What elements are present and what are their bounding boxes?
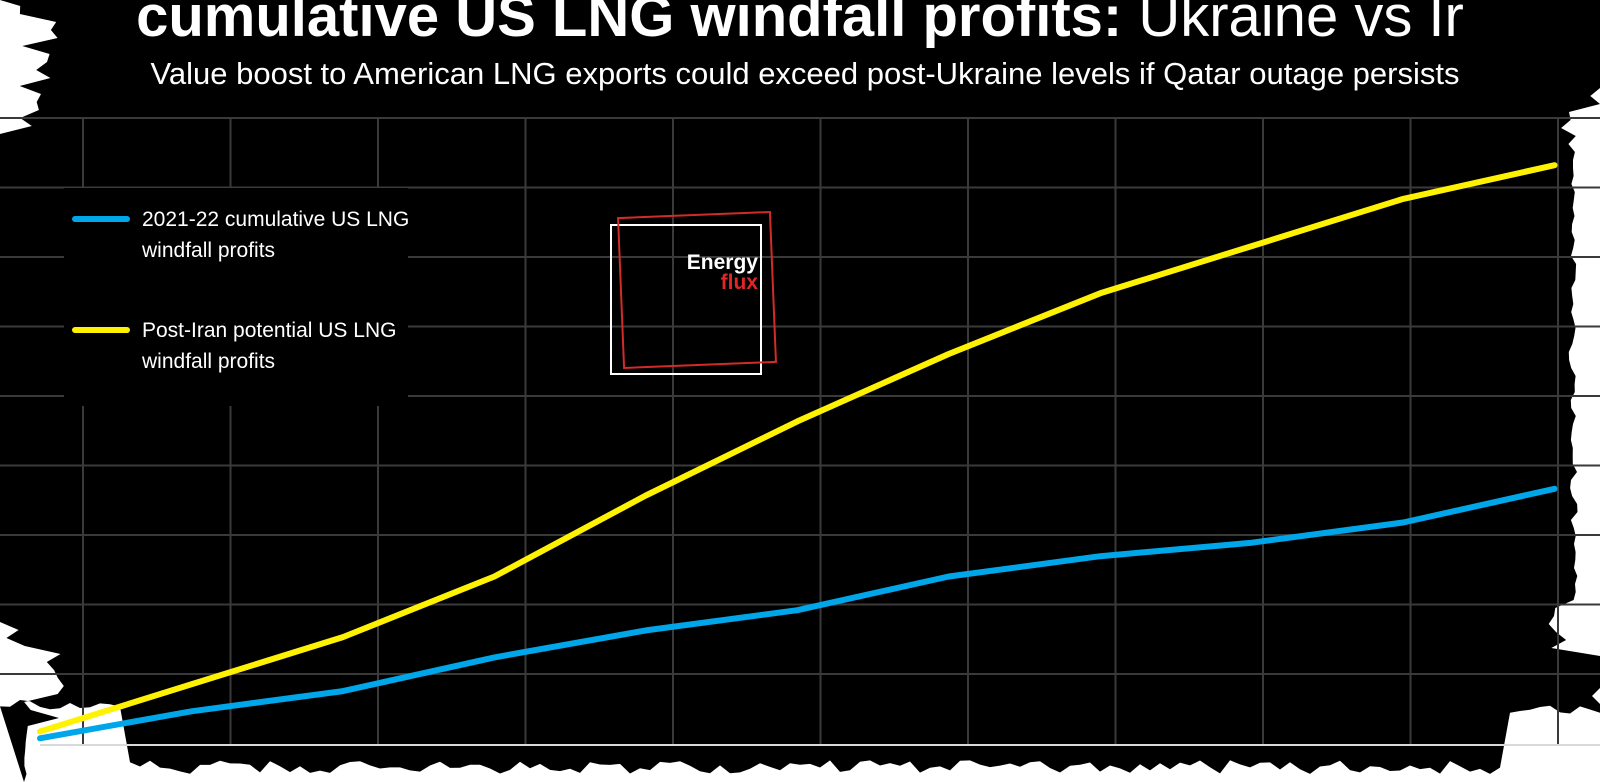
energy-flux-logo: Energy flux — [608, 210, 784, 380]
logo-frame-white — [610, 224, 762, 375]
legend-swatch-iran — [72, 327, 130, 333]
legend-label-iran: Post-Iran potential US LNG windfall prof… — [142, 319, 397, 373]
gridlines — [0, 117, 1600, 745]
legend-label-ukraine: 2021-22 cumulative US LNG windfall profi… — [142, 208, 410, 262]
chart-title-light: Ukraine vs Ir — [1138, 0, 1464, 49]
series-line-iran — [37, 162, 1558, 735]
legend: 2021-22 cumulative US LNG windfall profi… — [64, 188, 409, 406]
chart-subtitle: Value boost to American LNG exports coul… — [150, 56, 1460, 91]
chart-title-bold: cumulative US LNG windfall profits: — [136, 0, 1123, 49]
series-line-ukraine — [37, 485, 1558, 742]
legend-swatch-ukraine — [72, 216, 130, 222]
chart-title: cumulative US LNG windfall profits: Ukra… — [0, 0, 1600, 52]
logo-word-flux: flux — [720, 271, 758, 294]
series-lines — [37, 162, 1558, 742]
logo-word-energy: Energy — [686, 251, 758, 274]
